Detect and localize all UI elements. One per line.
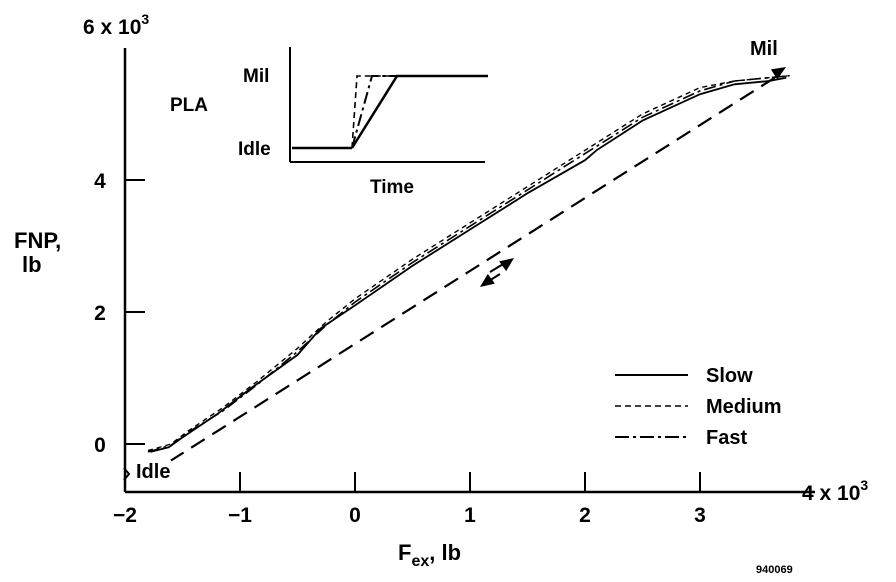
inset-medium-ramp: [351, 75, 488, 149]
y-ticks: 0 2 4: [94, 170, 145, 457]
y-tick-label: 4: [94, 170, 106, 193]
x-axis-title-unit: , lb: [429, 540, 461, 565]
inset-y-low: Idle: [238, 139, 271, 160]
legend-label-slow: Slow: [706, 365, 753, 387]
y-axis-title-line1: FNP,: [14, 228, 61, 253]
y-multiplier-exp: 3: [141, 11, 149, 27]
y-multiplier: 6 x 103: [83, 11, 149, 39]
x-tick-label: −1: [228, 504, 252, 527]
series-fast: [147, 74, 790, 453]
x-tick-label: 0: [349, 504, 361, 527]
x-multiplier-exp: 3: [860, 477, 868, 493]
x-tick-label: 1: [464, 504, 476, 527]
series-slow: [150, 76, 787, 453]
decel-path-line: [170, 76, 776, 462]
accel-arrow-head: [499, 258, 514, 272]
decel-arrow-head: [480, 273, 495, 287]
inset-slow-ramp: [350, 74, 488, 149]
x-tick-label: 2: [579, 504, 591, 527]
annotation-mil: Mil: [750, 38, 778, 60]
figure-id: 940069: [756, 564, 793, 576]
y-tick-label: 2: [94, 302, 106, 325]
annotation-idle: Idle: [136, 461, 170, 483]
y-axis-title-line2: lb: [22, 252, 42, 277]
inset-xlabel: Time: [370, 177, 414, 198]
inset-ylabel: PLA: [170, 95, 208, 116]
idle-marker: [123, 467, 131, 481]
mil-arrow-head: [770, 67, 786, 80]
inset: PLA Mil Idle Time: [170, 47, 488, 198]
x-axis-title-sub: ex: [411, 553, 429, 570]
series-medium: [147, 75, 790, 452]
x-tick-label: −2: [113, 504, 137, 527]
x-tick-label: 3: [694, 504, 706, 527]
series-layer: [147, 67, 790, 462]
inset-y-high: Mil: [243, 66, 269, 87]
x-multiplier: 4 x 103: [802, 477, 868, 505]
legend: Slow Medium Fast: [615, 365, 782, 449]
legend-label-fast: Fast: [706, 427, 747, 449]
inset-fast-ramp: [351, 75, 488, 149]
legend-label-medium: Medium: [706, 396, 782, 418]
x-ticks: −2 −1 0 1 2 3: [113, 472, 706, 527]
y-tick-label: 0: [94, 434, 106, 457]
x-axis-title: Fex, lb: [398, 540, 461, 570]
